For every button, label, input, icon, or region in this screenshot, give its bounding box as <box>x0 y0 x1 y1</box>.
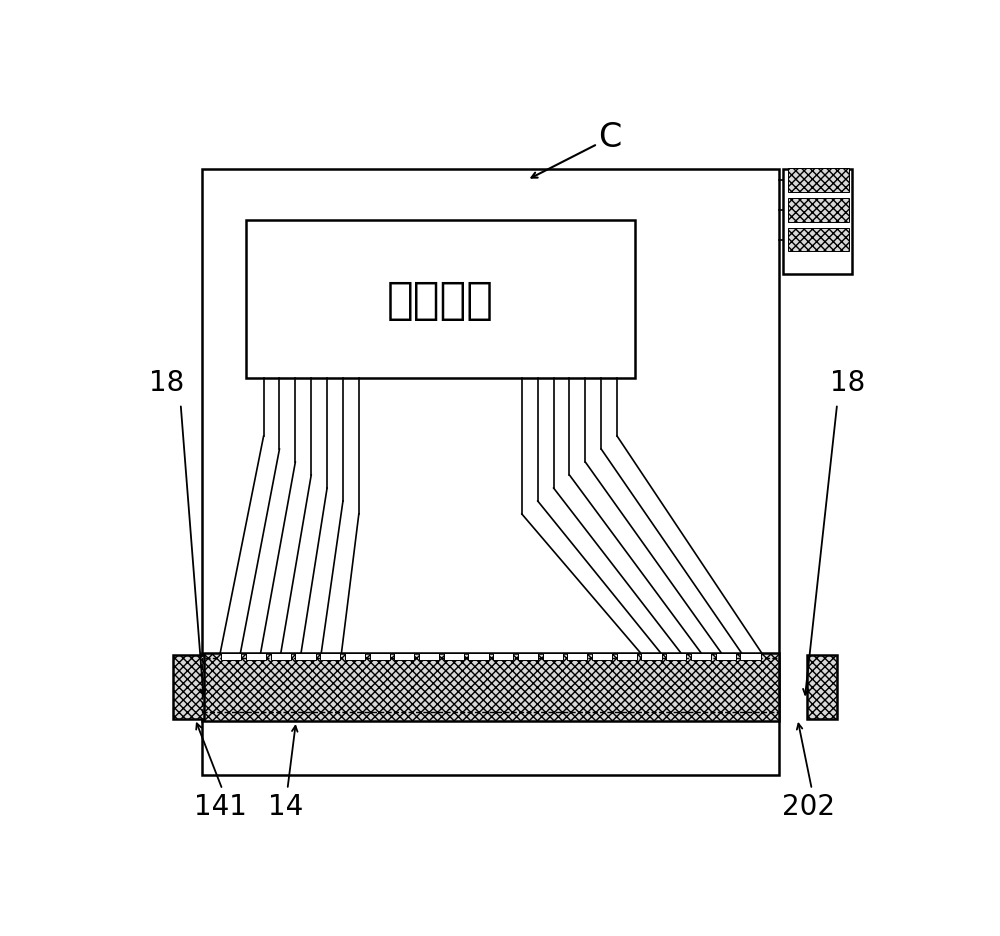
Bar <box>567 653 587 660</box>
Bar <box>295 653 316 660</box>
Bar <box>202 170 779 775</box>
Text: 元器件区: 元器件区 <box>387 278 494 321</box>
Bar <box>666 653 686 660</box>
Text: 18: 18 <box>149 369 184 397</box>
Bar <box>173 656 204 719</box>
Bar <box>788 198 849 223</box>
Text: C: C <box>598 121 622 154</box>
Bar <box>493 653 513 660</box>
Bar <box>345 653 365 660</box>
Text: 18: 18 <box>830 369 866 397</box>
Bar <box>444 653 464 660</box>
Bar <box>788 228 849 252</box>
Bar <box>691 653 711 660</box>
Bar <box>518 653 538 660</box>
Bar <box>617 653 637 660</box>
Text: 202: 202 <box>782 792 835 820</box>
Bar <box>202 658 779 712</box>
Bar <box>641 653 662 660</box>
Text: 14: 14 <box>268 792 303 820</box>
Bar <box>740 653 761 660</box>
Bar <box>592 653 612 660</box>
Bar <box>271 653 291 660</box>
Bar <box>246 653 266 660</box>
Bar <box>394 653 414 660</box>
Bar <box>788 169 849 193</box>
Bar <box>419 653 439 660</box>
Text: 141: 141 <box>194 792 247 820</box>
Bar <box>716 653 736 660</box>
Bar <box>221 653 241 660</box>
Bar <box>320 653 340 660</box>
Bar <box>202 653 779 722</box>
Bar <box>783 170 852 274</box>
Bar <box>543 653 563 660</box>
Bar <box>246 220 635 379</box>
Bar <box>370 653 390 660</box>
Bar <box>468 653 489 660</box>
Bar <box>807 656 837 719</box>
